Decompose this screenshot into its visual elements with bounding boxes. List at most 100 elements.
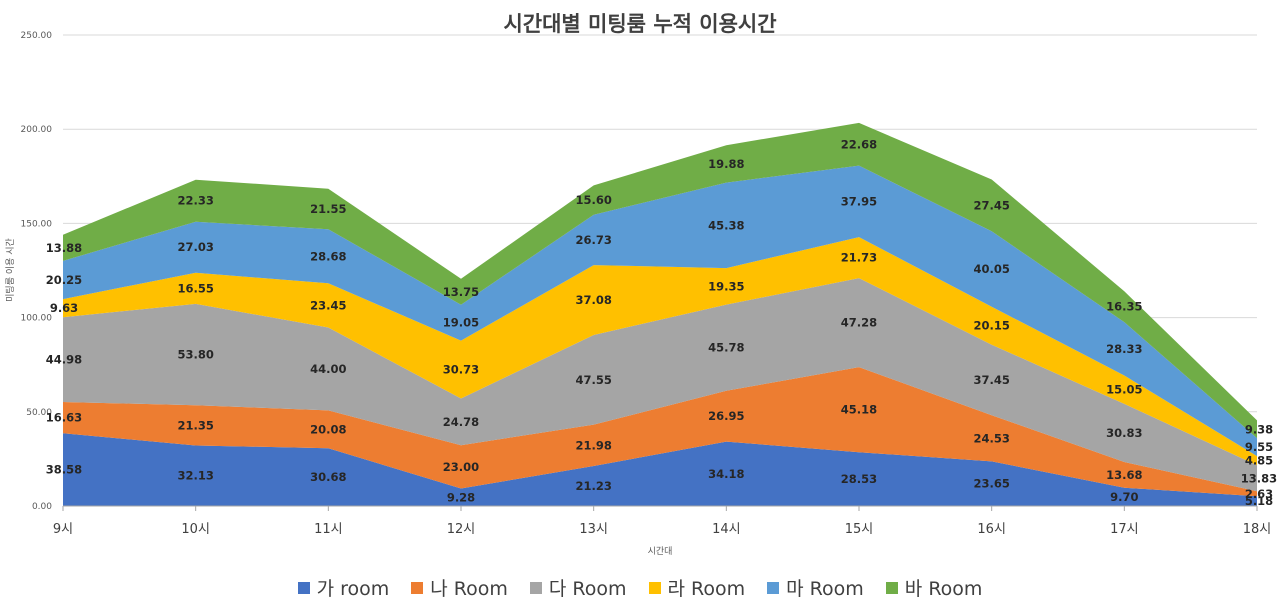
data-label: 9.63 (50, 301, 78, 315)
data-label: 27.45 (973, 198, 1009, 212)
data-label: 24.78 (443, 415, 479, 429)
y-tick-label: 50.00 (26, 408, 52, 418)
legend-label: 바 Room (904, 578, 983, 600)
data-label: 2.63 (1245, 487, 1273, 501)
data-label: 45.38 (708, 218, 744, 232)
data-label: 20.08 (310, 422, 346, 436)
data-label: 28.33 (1106, 342, 1142, 356)
legend-item: 라 Room (648, 574, 746, 601)
data-label: 9.38 (1245, 422, 1273, 436)
legend-swatch (885, 581, 898, 594)
series-area (63, 165, 1257, 457)
data-label: 23.45 (310, 298, 346, 312)
data-label: 23.65 (973, 477, 1009, 491)
legend-label: 마 Room (786, 578, 864, 600)
data-label: 21.73 (841, 251, 877, 265)
x-tick-label: 12시 (447, 522, 476, 537)
data-label: 28.68 (310, 249, 346, 263)
data-label: 4.85 (1245, 454, 1273, 468)
data-label: 37.45 (973, 373, 1009, 387)
data-label: 32.13 (177, 469, 213, 483)
data-label: 9.70 (1110, 490, 1138, 504)
data-label: 53.80 (177, 348, 213, 362)
y-tick-label: 0.00 (32, 502, 52, 512)
data-label: 13.88 (46, 241, 82, 255)
y-tick-label: 200.00 (21, 125, 53, 135)
data-label: 44.98 (46, 353, 82, 367)
series-area (63, 122, 1257, 439)
chart-title: 시간대별 미팅룸 누적 이용시간 (503, 12, 777, 36)
y-axis-title: 미팅룸 이용 시간 (5, 238, 16, 302)
data-label: 9.28 (447, 490, 475, 504)
data-label: 16.55 (177, 281, 213, 295)
data-label: 26.73 (575, 233, 611, 247)
data-label: 27.03 (177, 240, 213, 254)
data-label: 21.23 (575, 479, 611, 493)
y-tick-label: 100.00 (21, 314, 53, 324)
legend-item: 다 Room (529, 574, 627, 601)
data-label: 26.95 (708, 409, 744, 423)
legend-label: 가 room (316, 578, 390, 600)
data-label: 45.18 (841, 403, 877, 417)
legend-swatch (648, 581, 661, 594)
y-tick-label: 250.00 (21, 31, 53, 41)
series-area (63, 278, 1257, 492)
data-label: 24.53 (973, 431, 1009, 445)
legend-item: 가 room (297, 574, 390, 601)
data-label: 5.18 (1245, 494, 1273, 508)
data-label: 37.08 (575, 293, 611, 307)
legend-item: 바 Room (885, 574, 983, 601)
data-label: 13.68 (1106, 468, 1142, 482)
x-tick-label: 16시 (977, 522, 1006, 537)
x-tick-label: 10시 (181, 522, 210, 537)
data-label: 15.05 (1106, 383, 1142, 397)
data-label: 38.58 (46, 463, 82, 477)
data-label: 22.68 (841, 137, 877, 151)
data-label: 21.35 (177, 418, 213, 432)
legend-swatch (767, 581, 780, 594)
x-tick-label: 18시 (1243, 522, 1272, 537)
x-tick-label: 13시 (579, 522, 608, 537)
legend-swatch (529, 581, 542, 594)
legend-swatch (297, 581, 310, 594)
data-label: 40.05 (973, 262, 1009, 276)
data-label: 16.63 (46, 411, 82, 425)
data-label: 19.88 (708, 157, 744, 171)
legend-label: 라 Room (667, 578, 746, 600)
data-label: 37.95 (841, 194, 877, 208)
legend-swatch (411, 581, 424, 594)
data-label: 47.28 (841, 316, 877, 330)
data-label: 19.05 (443, 316, 479, 330)
legend-item: 마 Room (767, 574, 864, 601)
series-area (63, 433, 1257, 506)
data-label: 34.18 (708, 467, 744, 481)
series-area (63, 237, 1257, 466)
data-label: 30.73 (443, 363, 479, 377)
chart-legend: 가 room 나 Room 다 Room 라 Room 마 Room 바 Room (0, 574, 1280, 601)
data-label: 30.83 (1106, 426, 1142, 440)
data-label: 30.68 (310, 470, 346, 484)
data-label: 15.60 (575, 193, 611, 207)
legend-item: 나 Room (411, 574, 508, 601)
data-label: 21.55 (310, 202, 346, 216)
data-label: 19.35 (708, 279, 744, 293)
legend-label: 나 Room (430, 578, 508, 600)
series-area (63, 367, 1257, 497)
data-label: 13.83 (1241, 471, 1277, 485)
data-label: 44.00 (310, 362, 346, 376)
data-label: 23.00 (443, 460, 479, 474)
data-label: 20.25 (46, 273, 82, 287)
data-label: 16.35 (1106, 300, 1142, 314)
data-label: 20.15 (973, 319, 1009, 333)
legend-label: 다 Room (548, 578, 627, 600)
data-label: 9.55 (1245, 440, 1273, 454)
x-axis-title: 시간대 (648, 546, 673, 557)
data-label: 28.53 (841, 472, 877, 486)
x-tick-label: 14시 (712, 522, 741, 537)
data-label: 22.33 (177, 194, 213, 208)
x-tick-label: 15시 (845, 522, 874, 537)
data-label: 21.98 (575, 438, 611, 452)
data-label: 45.78 (708, 341, 744, 355)
